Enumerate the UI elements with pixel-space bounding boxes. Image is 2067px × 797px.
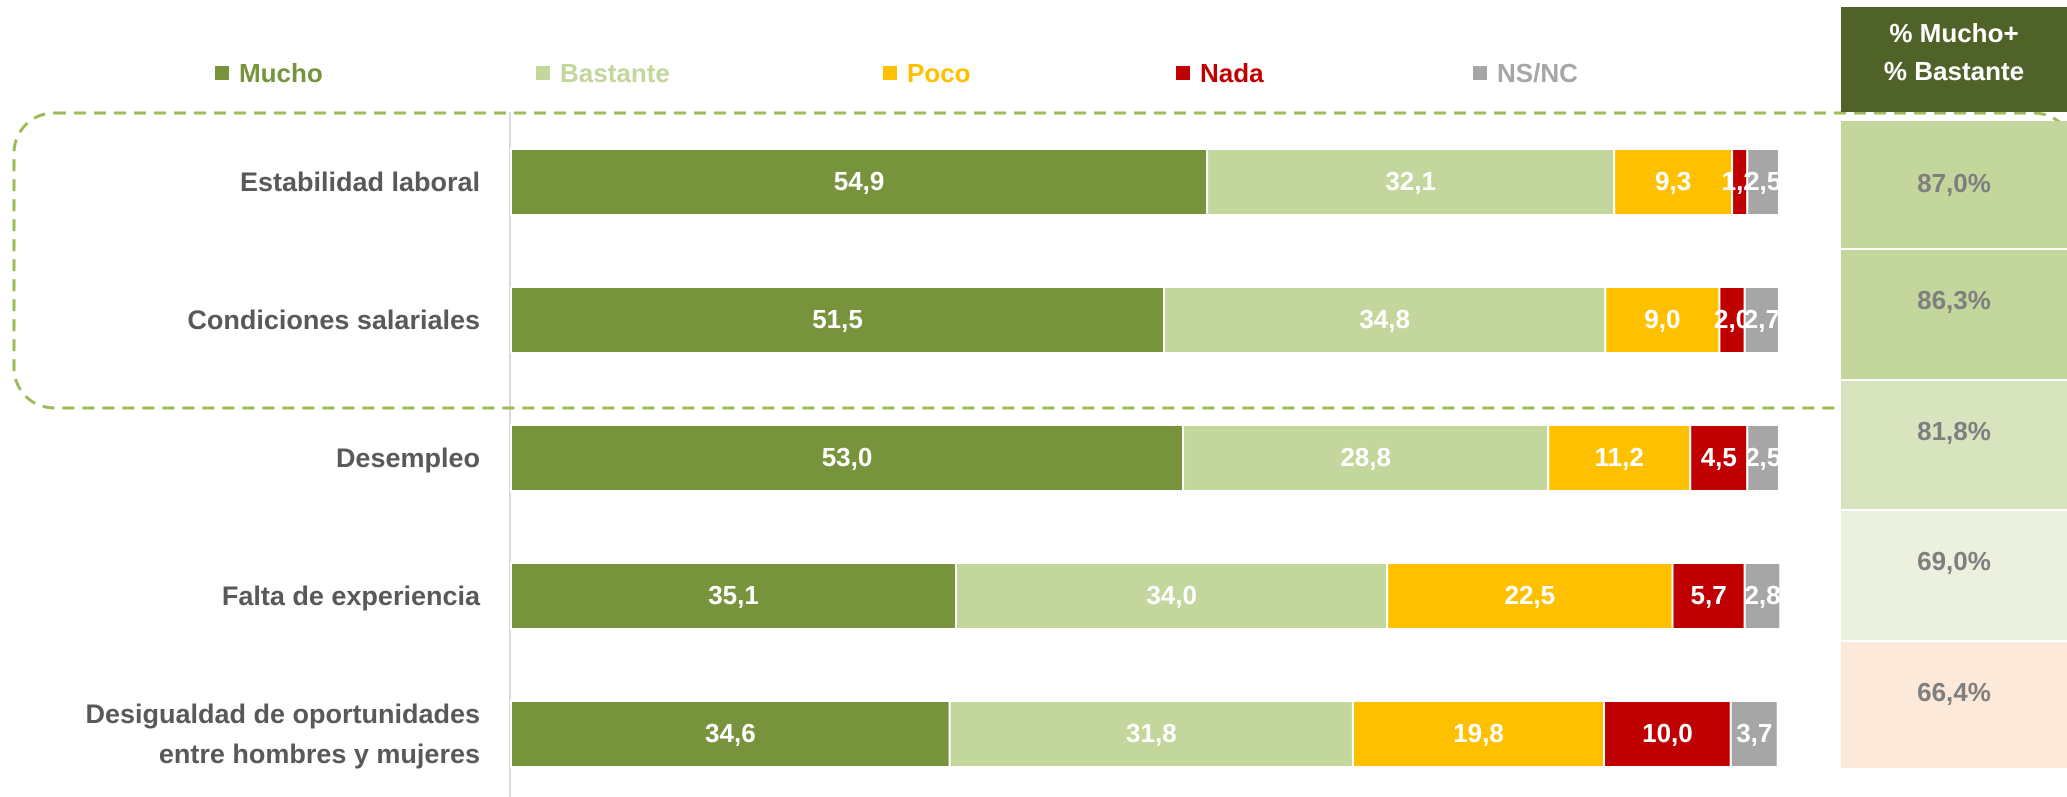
bar-segment: [1351, 700, 1606, 768]
bar-segment: [510, 148, 1209, 216]
summary-value: 81,8%: [1917, 416, 1991, 446]
data-label: 5,7: [1691, 580, 1727, 610]
bar-segment: [1182, 424, 1550, 492]
data-label: 11,2: [1595, 442, 1644, 472]
category-label: Estabilidad laboral: [239, 167, 480, 197]
data-label: 10,0: [1642, 718, 1693, 748]
summary-cell: [1841, 250, 2067, 379]
data-label: 28,8: [1340, 442, 1391, 472]
data-label: 2,7: [1744, 304, 1780, 334]
legend-label: NS/NC: [1497, 58, 1578, 88]
summary-value: 66,4%: [1917, 677, 1991, 707]
data-label: 22,5: [1505, 580, 1556, 610]
data-label: 2,8: [1744, 580, 1780, 610]
bar-segment: [1743, 562, 1782, 630]
category-label: Falta de experiencia: [221, 581, 480, 611]
legend-label: Poco: [907, 58, 971, 88]
data-label: 19,8: [1453, 718, 1504, 748]
data-label: 2,5: [1745, 442, 1781, 472]
bar-segment: [1613, 148, 1734, 216]
summary-cell: [1841, 511, 2067, 640]
bar-segment: [1746, 148, 1781, 216]
data-label: 51,5: [812, 304, 863, 334]
data-label: 4,5: [1701, 442, 1737, 472]
bar-segment: [1603, 700, 1732, 768]
summary-header-label: % Mucho+: [1889, 18, 2018, 48]
bar-segment: [1386, 562, 1674, 630]
category-label: Desempleo: [335, 443, 480, 473]
bar-segment: [1206, 148, 1616, 216]
bar-segment: [1547, 424, 1692, 492]
bar-segment: [1163, 286, 1607, 354]
bar-segment: [510, 562, 958, 630]
summary-header-label: % Bastante: [1884, 56, 2024, 86]
bar-segment: [948, 700, 1354, 768]
summary-cell: [1841, 381, 2067, 509]
summary-cell: [1841, 121, 2067, 248]
legend-label: Nada: [1200, 58, 1264, 88]
summary-value: 87,0%: [1917, 168, 1991, 198]
category-label: Desigualdad de oportunidades entre hombr…: [85, 699, 480, 769]
data-label: 32,1: [1385, 166, 1436, 196]
data-label: 9,3: [1655, 166, 1691, 196]
bar-segment: [1604, 286, 1721, 354]
legend-label: Mucho: [239, 58, 323, 88]
data-label: 2,5: [1745, 166, 1781, 196]
legend-swatch: [536, 66, 550, 80]
bar-segment: [1671, 562, 1746, 630]
bar-segment: [1746, 424, 1781, 492]
data-label: 34,0: [1146, 580, 1197, 610]
highlight-frame: [12, 111, 2067, 410]
legend-label: Bastante: [560, 58, 670, 88]
data-label: 31,8: [1126, 718, 1177, 748]
category-label: Condiciones salariales: [187, 305, 480, 335]
data-label: 53,0: [822, 442, 873, 472]
legend-swatch: [1176, 66, 1190, 80]
data-label: 34,6: [705, 718, 756, 748]
data-label: 34,8: [1359, 304, 1410, 334]
summary-value: 69,0%: [1917, 546, 1991, 576]
bar-segment: [510, 700, 951, 768]
summary-cell: [1841, 642, 2067, 768]
data-label: 35,1: [708, 580, 759, 610]
data-label: 54,9: [834, 166, 885, 196]
legend-swatch: [1473, 66, 1487, 80]
bar-segment: [955, 562, 1389, 630]
bar-segment: [1743, 286, 1781, 354]
legend-swatch: [215, 66, 229, 80]
bar-segment: [1689, 424, 1749, 492]
bar-segment: [510, 424, 1185, 492]
data-label: 3,7: [1736, 718, 1772, 748]
summary-header: [1841, 7, 2067, 112]
data-label: 9,0: [1644, 304, 1680, 334]
bar-segment: [1718, 286, 1746, 354]
bar-segment: [1729, 700, 1779, 768]
legend-swatch: [883, 66, 897, 80]
summary-value: 86,3%: [1917, 285, 1991, 315]
